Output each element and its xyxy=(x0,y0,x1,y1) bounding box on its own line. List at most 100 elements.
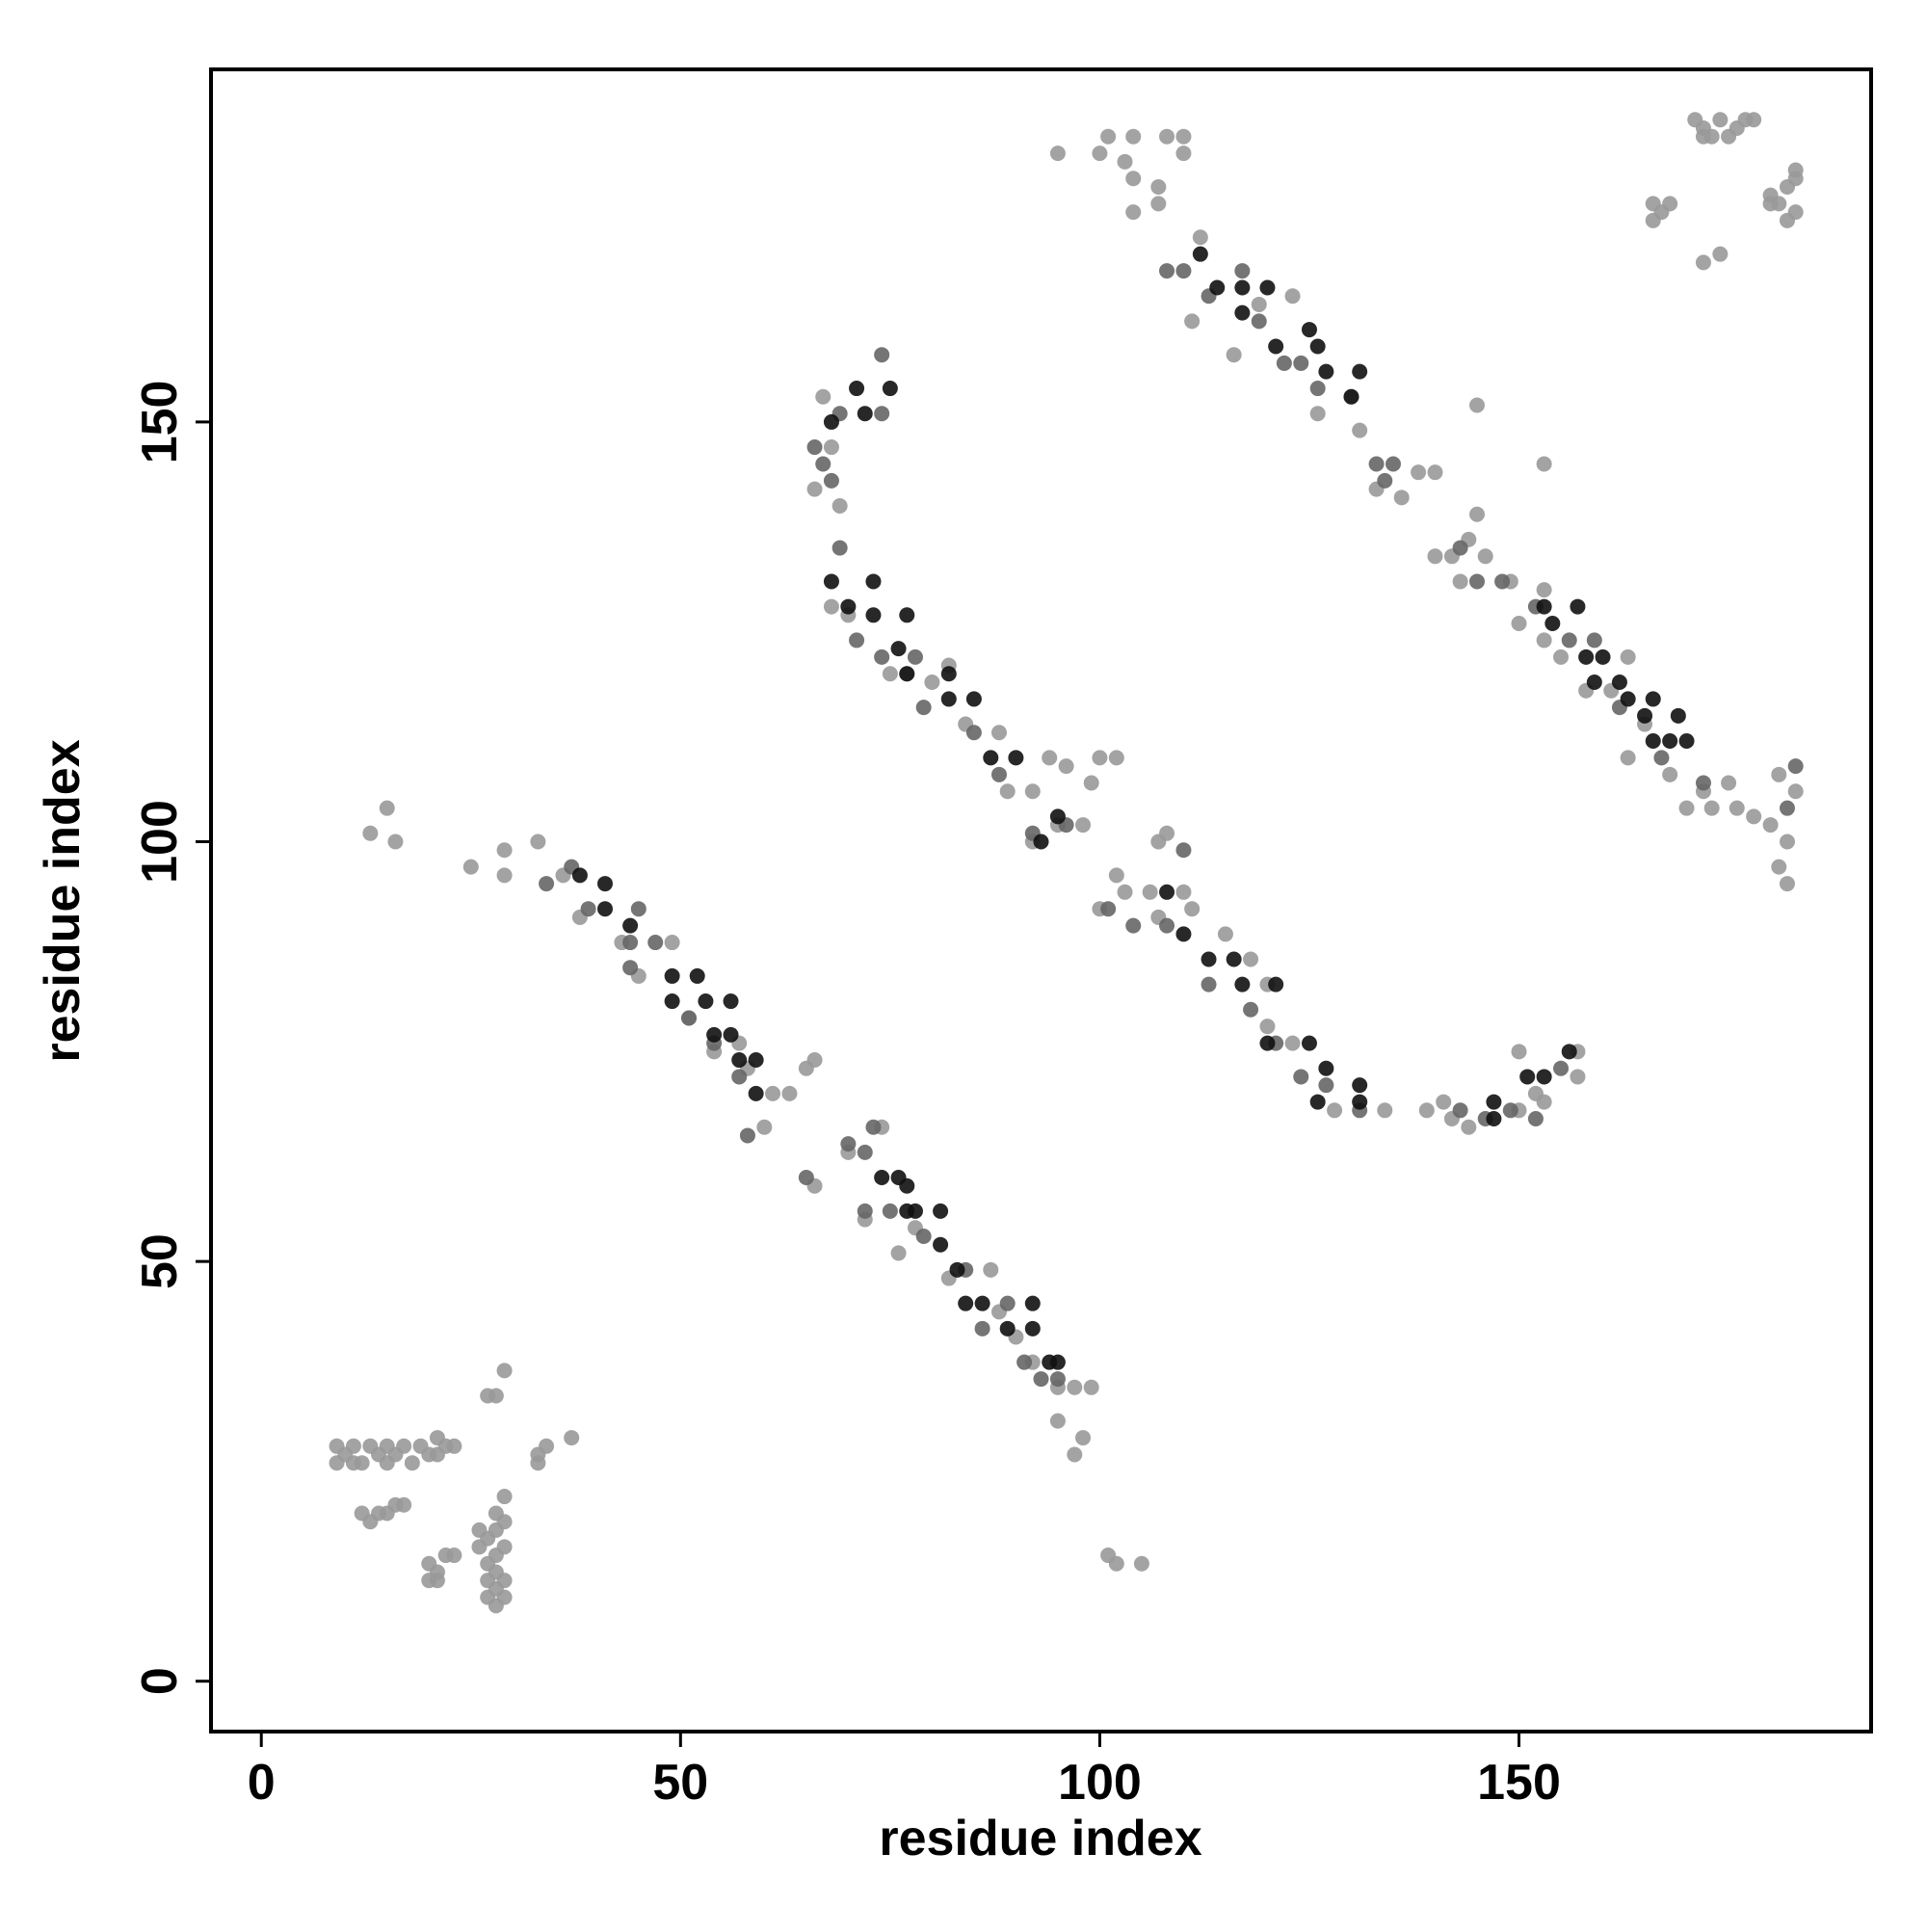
point xyxy=(1469,573,1486,590)
point xyxy=(1108,1555,1124,1572)
point xyxy=(1201,976,1217,992)
point xyxy=(1150,196,1167,212)
point xyxy=(924,674,940,690)
point xyxy=(622,917,639,934)
point xyxy=(496,867,513,884)
point xyxy=(1620,648,1636,665)
point xyxy=(1175,842,1192,859)
point xyxy=(1536,582,1552,598)
point xyxy=(404,1455,420,1471)
point xyxy=(1536,1094,1552,1110)
point xyxy=(664,967,680,984)
point xyxy=(890,1245,907,1261)
point xyxy=(798,1170,814,1185)
point xyxy=(1452,1102,1468,1119)
point xyxy=(1527,1111,1544,1127)
point xyxy=(630,901,647,917)
point xyxy=(354,1455,370,1471)
point xyxy=(1049,808,1066,825)
point xyxy=(1662,196,1678,212)
point xyxy=(1578,648,1595,665)
point xyxy=(1175,128,1192,145)
point xyxy=(1049,1413,1066,1429)
point xyxy=(1234,976,1251,992)
point xyxy=(1276,355,1292,371)
point xyxy=(1519,1069,1536,1085)
point xyxy=(1024,783,1041,800)
point xyxy=(564,1430,580,1446)
point xyxy=(1411,464,1427,481)
point xyxy=(1016,1354,1033,1370)
point xyxy=(1352,363,1368,380)
point xyxy=(1570,598,1586,615)
point xyxy=(1108,750,1124,766)
point xyxy=(1033,1371,1049,1388)
point xyxy=(1678,732,1695,749)
point xyxy=(999,783,1016,800)
point xyxy=(915,1228,932,1244)
point xyxy=(1486,1111,1502,1127)
point xyxy=(1284,288,1301,304)
point xyxy=(1226,347,1242,363)
point xyxy=(1150,178,1167,195)
point xyxy=(1217,926,1233,942)
point xyxy=(723,1026,739,1043)
point xyxy=(1586,674,1602,690)
point xyxy=(1133,1555,1149,1572)
point xyxy=(739,1127,755,1144)
point xyxy=(647,935,664,951)
point xyxy=(1703,800,1720,816)
point xyxy=(1553,648,1570,665)
point xyxy=(1746,112,1762,128)
y-tick-label: 150 xyxy=(132,381,188,464)
point xyxy=(840,1136,857,1152)
point xyxy=(530,834,546,850)
point xyxy=(1595,648,1611,665)
point xyxy=(907,648,923,665)
point xyxy=(857,406,873,422)
point xyxy=(1092,146,1108,162)
y-tick-label: 50 xyxy=(132,1233,188,1289)
point xyxy=(865,1119,882,1135)
point xyxy=(823,598,839,615)
point xyxy=(940,691,957,707)
point xyxy=(1779,834,1795,850)
point xyxy=(1184,313,1201,330)
point xyxy=(990,725,1007,741)
point xyxy=(1092,750,1108,766)
point xyxy=(1712,112,1729,128)
point xyxy=(1259,1019,1276,1035)
plot-frame xyxy=(209,67,1873,1734)
point xyxy=(1259,279,1276,296)
point xyxy=(681,1010,698,1026)
point xyxy=(689,967,705,984)
point xyxy=(1469,397,1486,413)
point xyxy=(1159,884,1175,900)
point xyxy=(1159,825,1175,841)
point xyxy=(1067,1446,1083,1463)
point xyxy=(1033,834,1049,850)
point xyxy=(907,1203,923,1219)
point xyxy=(882,1203,898,1219)
y-tick-label: 0 xyxy=(132,1667,188,1695)
point xyxy=(664,993,680,1010)
point xyxy=(396,1438,412,1454)
point xyxy=(1100,128,1117,145)
point xyxy=(1268,976,1284,992)
point xyxy=(781,1085,798,1101)
point xyxy=(1159,128,1175,145)
point xyxy=(1268,338,1284,355)
point xyxy=(1502,1102,1518,1119)
point xyxy=(857,1144,873,1160)
point xyxy=(1284,1035,1301,1051)
point xyxy=(1042,750,1058,766)
point xyxy=(849,381,865,397)
point xyxy=(1175,263,1192,279)
point xyxy=(1494,573,1511,590)
point xyxy=(664,935,680,951)
point xyxy=(539,876,555,892)
point xyxy=(1779,876,1795,892)
point xyxy=(865,573,882,590)
point xyxy=(396,1496,412,1513)
